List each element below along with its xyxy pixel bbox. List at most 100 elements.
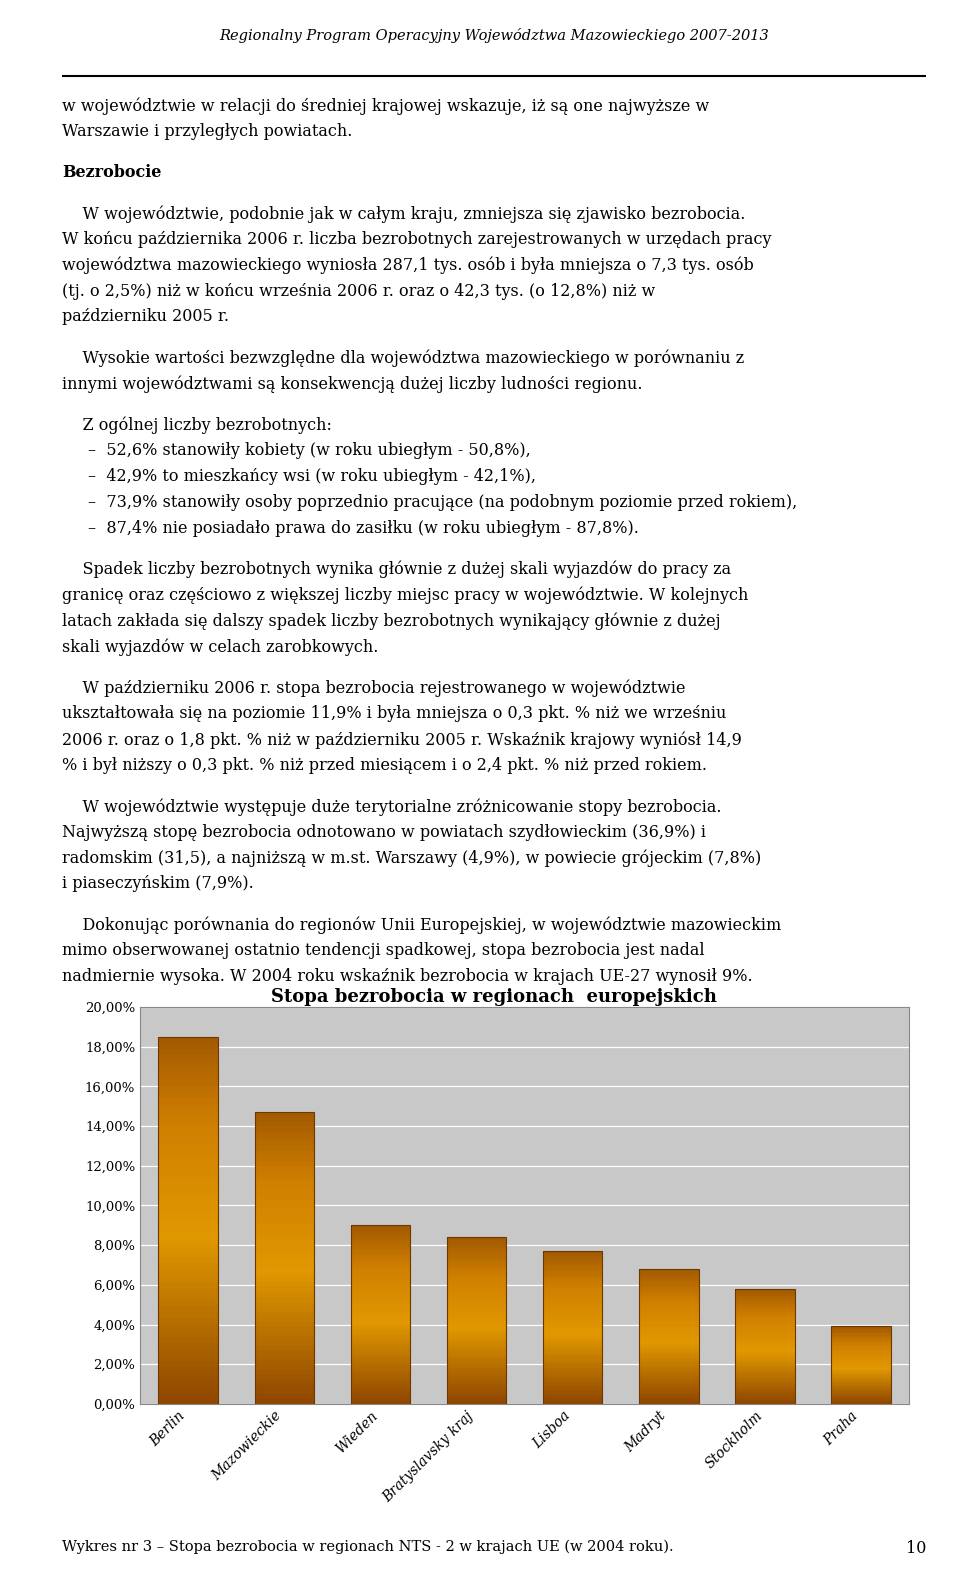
Bar: [350, 1380, 410, 1384]
Bar: [735, 1310, 795, 1311]
Bar: [639, 1373, 699, 1374]
Bar: [446, 1382, 506, 1385]
Bar: [350, 1294, 410, 1297]
Bar: [446, 1262, 506, 1265]
Bar: [543, 1292, 603, 1294]
Bar: [639, 1291, 699, 1294]
Bar: [254, 1302, 314, 1306]
Bar: [158, 1165, 218, 1171]
Bar: [735, 1382, 795, 1385]
Bar: [543, 1401, 603, 1404]
Bar: [639, 1346, 699, 1347]
Bar: [446, 1254, 506, 1256]
Bar: [639, 1343, 699, 1346]
Bar: [639, 1303, 699, 1305]
Bar: [350, 1254, 410, 1258]
Text: –  42,9% to mieszkańcy wsi (w roku ubiegłym - 42,1%),: – 42,9% to mieszkańcy wsi (w roku ubiegł…: [88, 467, 537, 485]
Text: radomskim (31,5), a najniższą w m.st. Warszawy (4,9%), w powiecie grójeckim (7,8: radomskim (31,5), a najniższą w m.st. Wa…: [62, 850, 761, 867]
Bar: [735, 1344, 795, 1346]
Bar: [446, 1291, 506, 1292]
Bar: [158, 1269, 218, 1275]
Bar: [350, 1264, 410, 1267]
Bar: [446, 1387, 506, 1390]
Bar: [735, 1316, 795, 1317]
Bar: [254, 1166, 314, 1171]
Bar: [158, 1209, 218, 1214]
Bar: [735, 1328, 795, 1332]
Text: Regionalny Program Operacyjny Województwa Mazowieckiego 2007-2013: Regionalny Program Operacyjny Województw…: [220, 28, 769, 42]
Bar: [543, 1384, 603, 1387]
Bar: [446, 1303, 506, 1306]
Bar: [350, 1401, 410, 1404]
Bar: [543, 1256, 603, 1259]
Bar: [350, 1384, 410, 1387]
Bar: [254, 1209, 314, 1214]
Text: 2006 r. oraz o 1,8 pkt. % niż w październiku 2005 r. Wskaźnik krajowy wyniósł 14: 2006 r. oraz o 1,8 pkt. % niż w paździer…: [62, 730, 742, 749]
Bar: [543, 1363, 603, 1366]
Bar: [543, 1379, 603, 1380]
Bar: [158, 1239, 218, 1245]
Bar: [543, 1325, 603, 1327]
Bar: [543, 1267, 603, 1269]
Bar: [350, 1362, 410, 1365]
Bar: [735, 1387, 795, 1388]
Bar: [446, 1354, 506, 1357]
Bar: [735, 1385, 795, 1387]
Bar: [735, 1380, 795, 1382]
Bar: [543, 1322, 603, 1325]
Bar: [254, 1127, 314, 1132]
Bar: [639, 1374, 699, 1377]
Bar: [350, 1311, 410, 1314]
Bar: [543, 1277, 603, 1280]
Bar: [350, 1347, 410, 1350]
Bar: [254, 1288, 314, 1292]
Bar: [543, 1313, 603, 1314]
Bar: [735, 1355, 795, 1358]
Text: (tj. o 2,5%) niż w końcu września 2006 r. oraz o 42,3 tys. (o 12,8%) niż w: (tj. o 2,5%) niż w końcu września 2006 r…: [62, 283, 656, 299]
Bar: [350, 1335, 410, 1338]
Bar: [350, 1387, 410, 1388]
Bar: [254, 1195, 314, 1199]
Bar: [446, 1256, 506, 1259]
Bar: [350, 1338, 410, 1341]
Bar: [543, 1302, 603, 1305]
Bar: [158, 1264, 218, 1269]
Bar: [254, 1355, 314, 1360]
Bar: [446, 1251, 506, 1254]
Bar: [543, 1387, 603, 1388]
Bar: [543, 1393, 603, 1396]
Bar: [446, 1328, 506, 1332]
Bar: [543, 1273, 603, 1277]
Bar: [639, 1357, 699, 1358]
Bar: [350, 1371, 410, 1374]
Bar: [446, 1248, 506, 1251]
Bar: [735, 1311, 795, 1314]
Bar: [735, 1360, 795, 1362]
Bar: [254, 1350, 314, 1355]
Bar: [543, 1371, 603, 1373]
Bar: [446, 1324, 506, 1325]
Bar: [446, 1371, 506, 1373]
Bar: [543, 1310, 603, 1313]
Bar: [543, 1358, 603, 1360]
Bar: [543, 1289, 603, 1292]
Text: październiku 2005 r.: październiku 2005 r.: [62, 309, 229, 326]
Bar: [446, 1346, 506, 1349]
Bar: [446, 1365, 506, 1368]
Bar: [639, 1362, 699, 1363]
Bar: [639, 1341, 699, 1343]
Bar: [350, 1330, 410, 1333]
Bar: [350, 1284, 410, 1288]
Bar: [446, 1310, 506, 1313]
Bar: [446, 1325, 506, 1328]
Text: Najwyższą stopę bezrobocia odnotowano w powiatach szydłowieckim (36,9%) i: Najwyższą stopę bezrobocia odnotowano w …: [62, 823, 707, 841]
Bar: [543, 1280, 603, 1281]
Bar: [446, 1273, 506, 1277]
Bar: [735, 1319, 795, 1322]
Bar: [639, 1283, 699, 1284]
Bar: [735, 1291, 795, 1292]
Bar: [158, 1349, 218, 1355]
Bar: [543, 1368, 603, 1371]
Bar: [158, 1092, 218, 1099]
Bar: [735, 1363, 795, 1366]
